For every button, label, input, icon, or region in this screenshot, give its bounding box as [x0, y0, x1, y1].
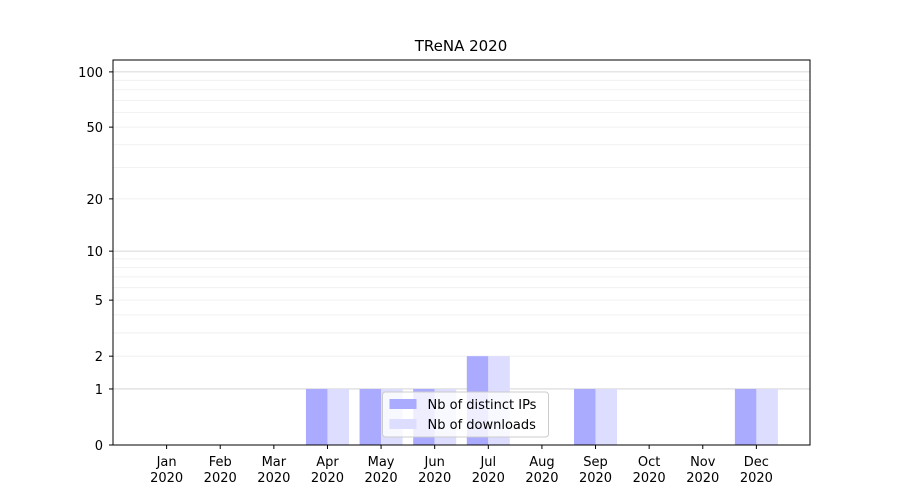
x-tick-label: Sep 2020 [579, 455, 612, 486]
x-tick-label: Feb 2020 [204, 455, 237, 486]
x-tick-label: Jan 2020 [150, 455, 183, 486]
y-tick-label: 0 [95, 439, 103, 454]
legend-label: Nb of distinct IPs [428, 398, 537, 413]
y-tick-label: 1 [95, 383, 103, 398]
x-tick-label: Aug 2020 [525, 455, 558, 486]
y-tick-label: 50 [86, 121, 103, 136]
bar [756, 388, 778, 445]
legend-swatch [389, 419, 417, 429]
y-tick-label: 100 [78, 66, 103, 81]
legend-label: Nb of downloads [428, 418, 537, 433]
y-tick-label: 20 [86, 193, 103, 208]
x-tick-label: Apr 2020 [311, 455, 344, 486]
y-tick-label: 10 [86, 245, 103, 260]
x-tick-label: Jun 2020 [418, 455, 451, 486]
chart-title: TReNA 2020 [414, 37, 508, 55]
bar [359, 388, 382, 445]
bar [734, 388, 757, 445]
x-tick-label: Nov 2020 [686, 455, 719, 486]
bar [327, 388, 349, 445]
x-tick-label: May 2020 [365, 455, 398, 486]
bar [574, 388, 596, 445]
bar [305, 388, 328, 445]
x-tick-label: Oct 2020 [633, 455, 666, 486]
y-tick-label: 5 [95, 294, 103, 309]
plot-frame [112, 59, 811, 446]
x-tick-label: Jul 2020 [472, 455, 505, 486]
legend-box [382, 391, 549, 438]
x-tick-label: Mar 2020 [257, 455, 290, 486]
x-tick-label: Dec 2020 [740, 455, 773, 486]
bar [595, 388, 618, 445]
legend-swatch [389, 399, 417, 409]
y-tick-label: 2 [95, 350, 103, 365]
